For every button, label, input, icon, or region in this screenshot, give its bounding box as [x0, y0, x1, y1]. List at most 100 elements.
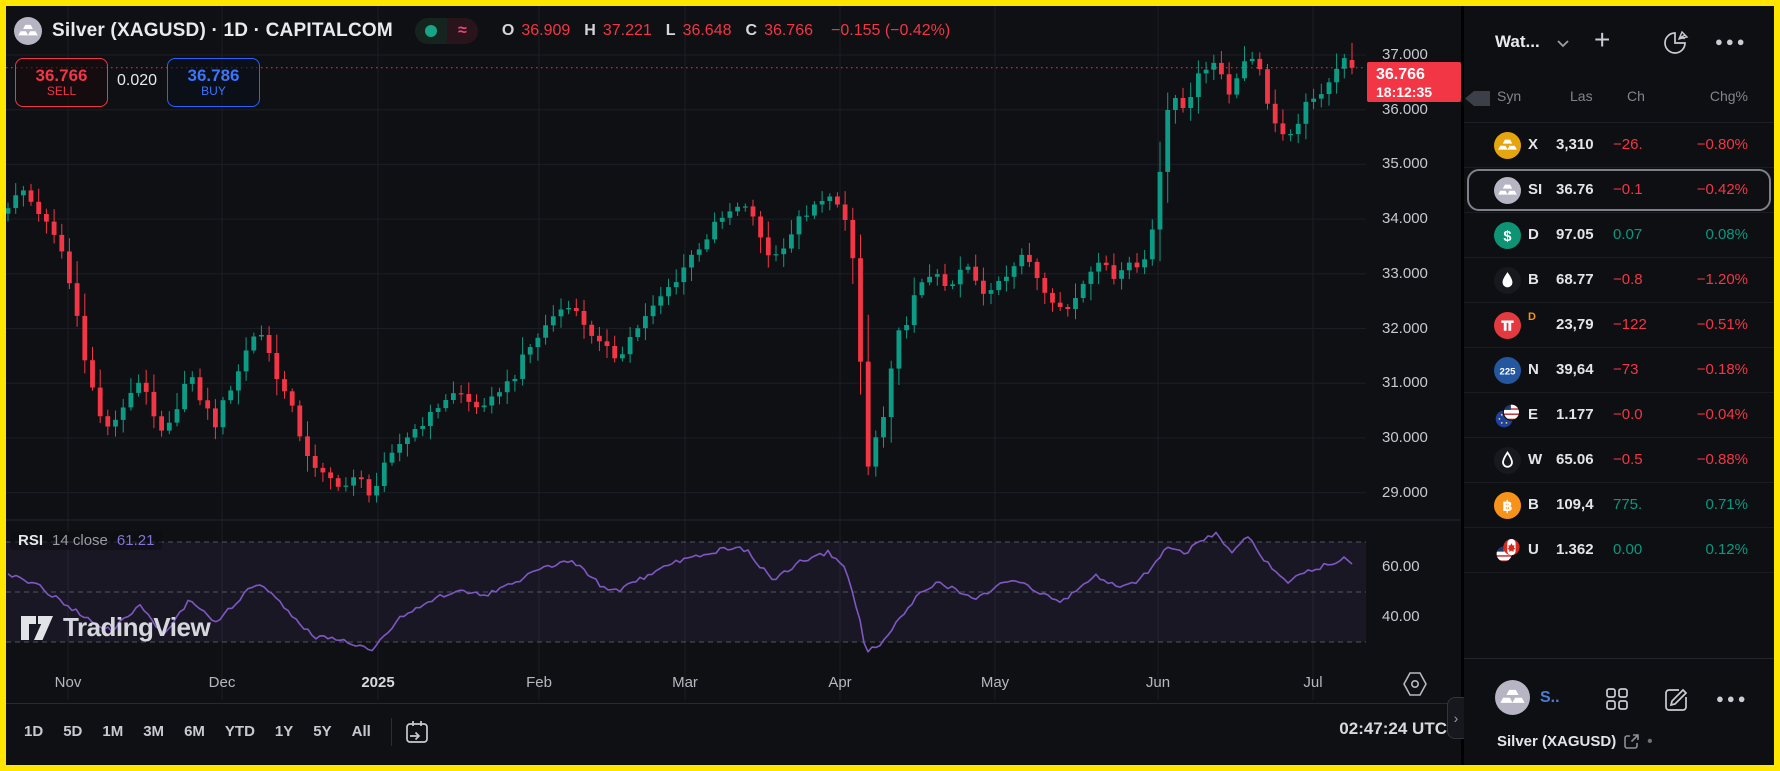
watchlist-row-E[interactable]: E 1.177 −0.0 −0.04%: [1464, 393, 1774, 438]
compose-note-icon[interactable]: [1662, 685, 1690, 713]
layout-grid-icon[interactable]: [1603, 685, 1631, 713]
symbol-cell: D: [1528, 226, 1539, 243]
watchlist-row-hsi[interactable]: D 23,79 −122 −0.51%: [1464, 303, 1774, 348]
chevron-down-icon[interactable]: [1556, 39, 1570, 48]
low-label: L: [665, 22, 676, 39]
footer-dot: •: [1647, 733, 1653, 750]
chart-area[interactable]: Silver (XAGUSD) · 1D · CAPITALCOM ≈ O 36.…: [0, 0, 1461, 771]
sell-button[interactable]: 36.766 SELL: [15, 58, 108, 107]
buy-label: BUY: [201, 84, 226, 99]
pie-chart-icon[interactable]: [1660, 28, 1690, 58]
watchlist-row-N[interactable]: 225 N 39,64 −73 −0.18%: [1464, 348, 1774, 393]
range-button-5Y[interactable]: 5Y: [313, 723, 332, 740]
range-button-All[interactable]: All: [351, 723, 371, 740]
column-last[interactable]: Las: [1570, 88, 1593, 104]
chg-cell: 0.07: [1613, 226, 1643, 243]
watchlist-columns: Syn Las Ch Chg%: [1464, 88, 1774, 110]
column-chg[interactable]: Ch: [1627, 88, 1645, 104]
add-symbol-icon[interactable]: +: [1594, 24, 1611, 55]
highlight-frame-left: [0, 0, 6, 771]
open-value: 36.909: [521, 22, 571, 39]
high-value: 37.221: [602, 22, 652, 39]
tradingview-glyph-icon: [21, 615, 53, 640]
chg-pct-cell: 0.12%: [1705, 541, 1748, 558]
chg-cell: 0.00: [1613, 541, 1643, 558]
price-tick-32.000: 32.000: [1382, 319, 1428, 337]
timezone-settings-icon[interactable]: [1401, 671, 1429, 697]
watchlist-row-X[interactable]: X 3,310 −26. −0.80%: [1464, 123, 1774, 168]
low-value: 36.648: [682, 22, 732, 39]
gold-icon: [1494, 132, 1521, 159]
rsi-tick-40.00: 40.00: [1382, 608, 1420, 625]
column-chg-pct[interactable]: Chg%: [1709, 88, 1748, 104]
footer-divider: [1464, 658, 1774, 659]
time-label-Jul: Jul: [1303, 674, 1323, 691]
time-label-May: May: [980, 674, 1010, 691]
symbol-cell: B: [1528, 271, 1539, 288]
range-button-1Y[interactable]: 1Y: [274, 723, 294, 740]
column-symbol[interactable]: Syn: [1497, 88, 1522, 104]
go-to-date-icon[interactable]: [402, 717, 432, 747]
price-tick-33.000: 33.000: [1382, 264, 1428, 282]
last-price: 36.766: [1376, 66, 1425, 83]
market-open-dot-icon: [414, 18, 447, 44]
approx-price-icon: ≈: [446, 18, 478, 44]
oil-filled-icon: [1494, 267, 1521, 294]
watchlist-row-B[interactable]: B 68.77 −0.8 −1.20%: [1464, 258, 1774, 303]
status-chips[interactable]: ≈: [414, 18, 478, 44]
last-cell: 97.05: [1556, 226, 1594, 243]
last-cell: 39,64: [1556, 361, 1594, 378]
footer-symbol-short[interactable]: S..: [1540, 689, 1560, 706]
chg-cell: −73: [1613, 361, 1639, 378]
footer-symbol-row[interactable]: Silver (XAGUSD) •: [1497, 733, 1652, 750]
symbol-cell: U: [1528, 541, 1539, 558]
watchlist-title[interactable]: Wat...: [1495, 32, 1540, 51]
buy-button[interactable]: 36.786 BUY: [167, 58, 260, 107]
footer-menu-icon[interactable]: ●●●: [1716, 691, 1749, 706]
flag-filter-icon[interactable]: [1464, 90, 1490, 107]
range-button-5D[interactable]: 5D: [63, 723, 83, 740]
chart-legend: Silver (XAGUSD) · 1D · CAPITALCOM ≈ O 36.…: [14, 17, 950, 45]
price-tick-37.000: 37.000: [1382, 46, 1428, 63]
time-label-2025: 2025: [361, 674, 395, 691]
silver-symbol-icon: [14, 17, 42, 45]
symbol-cell: W: [1528, 451, 1543, 468]
range-button-1M[interactable]: 1M: [102, 723, 124, 740]
high-label: H: [584, 22, 596, 39]
chg-pct-cell: −0.04%: [1696, 406, 1748, 423]
range-button-YTD[interactable]: YTD: [224, 723, 255, 740]
price-tick-31.000: 31.000: [1382, 374, 1428, 392]
time-label-Nov: Nov: [54, 674, 82, 691]
watchlist-row-D[interactable]: $ D 97.05 0.07 0.08%: [1464, 213, 1774, 258]
last-cell: 23,79: [1556, 316, 1594, 333]
chg-pct-cell: −0.42%: [1696, 181, 1748, 198]
rsi-legend[interactable]: RSI 14 close 61.21: [10, 531, 163, 550]
last-price-tag: 36.766 18:12:35: [1367, 62, 1461, 102]
watchlist-row-W[interactable]: W 65.06 −0.5 −0.88%: [1464, 438, 1774, 483]
symbol-cell: E: [1528, 406, 1539, 423]
range-button-1D[interactable]: 1D: [24, 723, 44, 740]
range-button-3M[interactable]: 3M: [143, 723, 165, 740]
n225-icon: 225: [1494, 357, 1521, 384]
oil-outline-icon: [1494, 447, 1521, 474]
range-button-6M[interactable]: 6M: [184, 723, 205, 740]
price-scale[interactable]: 37.000 36.000 35.000 34.000 33.000 32.000 31.0…: [1367, 6, 1461, 703]
watchlist-row-SI[interactable]: SI 36.76 −0.1 −0.42%: [1464, 168, 1774, 213]
chg-cell: −0.0: [1613, 406, 1643, 423]
candlestick-rsi-chart[interactable]: [0, 0, 1461, 703]
watchlist-row-B[interactable]: ฿ B 109,4 775. 0.71%: [1464, 483, 1774, 528]
rsi-tick-60.00: 60.00: [1382, 558, 1420, 575]
eurusd-icon: [1494, 402, 1521, 429]
chg-pct-cell: −0.51%: [1696, 316, 1748, 333]
panel-collapse-handle[interactable]: ›: [1447, 697, 1464, 739]
utc-clock[interactable]: 02:47:24 UTC: [1339, 719, 1447, 738]
time-axis[interactable]: Nov Dec 2025 Feb Mar Apr May Jun Jul: [0, 660, 1461, 703]
svg-text:225: 225: [1500, 366, 1517, 377]
ohlc-values: O 36.909 H 37.221 L 36.648 C 36.766 −0.155 (…: [502, 22, 950, 40]
watchlist-row-U[interactable]: U 1.362 0.00 0.12%: [1464, 528, 1774, 573]
external-link-icon[interactable]: [1623, 733, 1640, 750]
watchlist-menu-icon[interactable]: ●●●: [1715, 34, 1748, 49]
chart-title[interactable]: Silver (XAGUSD) · 1D · CAPITALCOM: [52, 20, 393, 41]
chg-cell: −122: [1613, 316, 1647, 333]
